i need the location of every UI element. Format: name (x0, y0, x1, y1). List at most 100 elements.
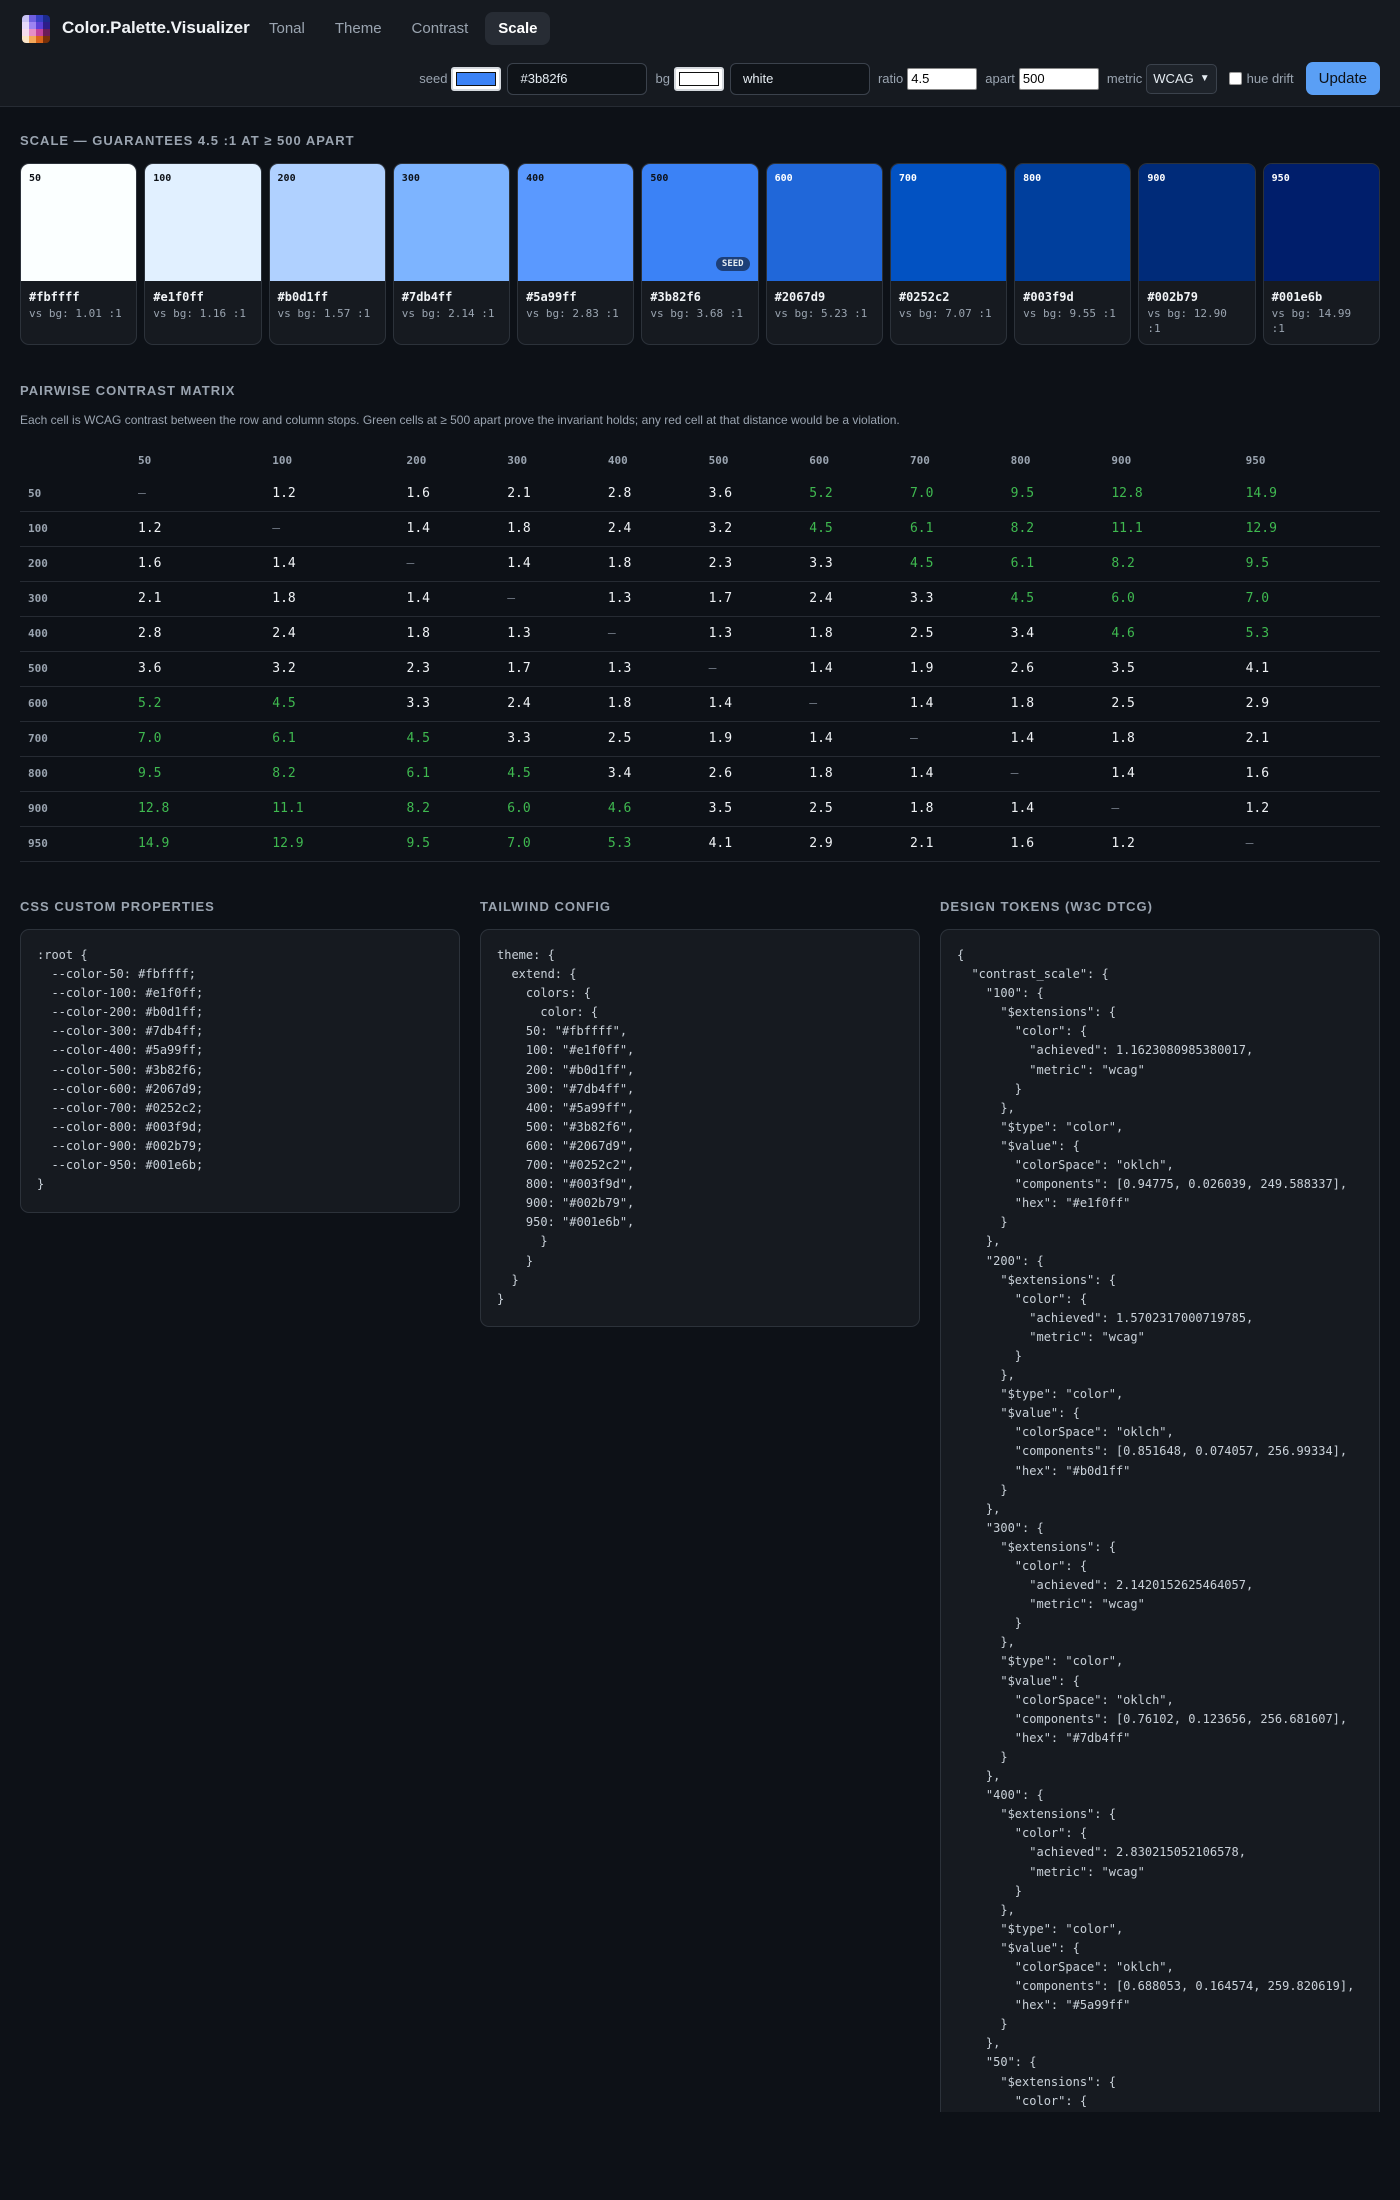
matrix-cell: 2.9 (1245, 686, 1380, 722)
matrix-cell: 1.4 (507, 546, 608, 582)
metric-label: metric (1106, 71, 1143, 86)
seed-color-swatch (456, 71, 497, 86)
scale-card[interactable]: 950 #001e6b vs bg: 14.99 :1 (1262, 163, 1380, 345)
update-button[interactable]: Update (1305, 62, 1380, 95)
stop-label: 900 (1147, 173, 1166, 184)
matrix-cell: 2.4 (607, 511, 709, 547)
tab-scale[interactable]: Scale (485, 12, 551, 45)
matrix-cell: 1.2 (138, 511, 273, 547)
matrix-row-header: 800 (20, 756, 138, 792)
hex-value: #0252c2 (898, 290, 950, 304)
scale-card[interactable]: 50 #fbffff vs bg: 1.01 :1 (20, 163, 138, 345)
matrix-cell: 2.6 (1010, 651, 1112, 687)
color-swatch: 400 (518, 164, 634, 281)
hue-drift-checkbox[interactable] (1228, 72, 1242, 85)
ratio-input[interactable]: 4.5 (907, 67, 978, 90)
scale-card[interactable]: 100 #e1f0ff vs bg: 1.16 :1 (144, 163, 262, 345)
tailwind-section-title: TAILWIND CONFIG (480, 899, 612, 914)
matrix-cell: — (406, 546, 508, 582)
stop-label: 300 (401, 173, 420, 184)
palette-logo-icon (22, 15, 50, 43)
matrix-cell: 4.5 (909, 546, 1011, 582)
contrast-vs-bg: vs bg: 2.83 :1 (526, 307, 619, 320)
hex-value: #5a99ff (526, 290, 577, 304)
stop-label: 200 (277, 173, 296, 184)
matrix-column-header: 300 (507, 453, 528, 467)
bg-color-swatch (678, 71, 719, 86)
metric-select[interactable]: WCAG ▼ (1146, 63, 1217, 94)
seed-badge: SEED (715, 257, 750, 271)
scale-card[interactable]: 300 #7db4ff vs bg: 2.14 :1 (392, 163, 511, 345)
stop-label: 500 (650, 173, 669, 184)
scale-card[interactable]: 600 #2067d9 vs bg: 5.23 :1 (765, 163, 883, 345)
matrix-cell: 2.4 (507, 686, 608, 722)
scale-card[interactable]: 700 #0252c2 vs bg: 7.07 :1 (889, 163, 1008, 345)
seed-color-picker[interactable] (451, 66, 502, 91)
scale-card[interactable]: 200 #b0d1ff vs bg: 1.57 :1 (268, 163, 386, 345)
matrix-cell: 2.5 (809, 791, 910, 827)
stop-label: 100 (153, 173, 172, 184)
matrix-cell: 3.3 (909, 581, 1011, 617)
matrix-row-header: 300 (20, 581, 138, 617)
matrix-cell: 1.4 (406, 511, 508, 547)
matrix-cell: 3.3 (809, 546, 910, 582)
matrix-header-row: 50 100 200 300 400 500 600 700 800 900 950 (20, 444, 1380, 476)
matrix-cell: — (809, 686, 910, 722)
matrix-cell: 1.8 (1010, 686, 1112, 722)
matrix-cell: 11.1 (272, 791, 407, 827)
matrix-row-header: 600 (20, 686, 138, 722)
scale-card[interactable]: 900 #002b79 vs bg: 12.90 :1 (1138, 163, 1256, 345)
seed-hex-input[interactable]: #3b82f6 (507, 62, 648, 95)
hex-value: #001e6b (1271, 290, 1323, 304)
controls-bar: seed #3b82f6 bg white ratio 4.5 apart 50… (419, 62, 1380, 95)
matrix-cell: 2.1 (909, 826, 1011, 862)
matrix-cell: 2.4 (809, 581, 910, 617)
matrix-column-header: 800 (1010, 453, 1031, 467)
bg-input[interactable]: white (729, 62, 870, 95)
matrix-cell: — (1245, 826, 1380, 862)
matrix-cell: 9.5 (138, 756, 273, 792)
matrix-cell: 1.8 (607, 546, 709, 582)
tab-tonal[interactable]: Tonal (269, 20, 305, 37)
matrix-cell: 8.2 (406, 791, 508, 827)
stop-label: 700 (898, 173, 917, 184)
matrix-row: 950 14.9 12.9 9.5 7.0 5.3 4.1 2.9 2.1 1.6 1.2— (20, 826, 1380, 862)
matrix-cell: — (1010, 756, 1112, 792)
color-swatch: 900 (1139, 164, 1255, 281)
main-nav: Tonal Theme Contrast Scale (256, 12, 551, 45)
matrix-cell: 1.8 (406, 616, 508, 652)
matrix-row: 50—1.2 1.6 2.1 2.8 3.6 5.2 7.0 9.5 12.8 14.9 (20, 476, 1380, 512)
matrix-column-header: 600 (809, 453, 830, 467)
matrix-cell: 1.8 (809, 756, 910, 792)
app-title: Color.Palette.Visualizer (62, 18, 250, 37)
matrix-row: 600 5.2 4.5 3.3 2.4 1.8 1.4—1.4 1.8 2.5 2.9 (20, 686, 1380, 722)
matrix-cell: 6.0 (1111, 581, 1246, 617)
matrix-cell: 3.5 (708, 791, 810, 827)
css-code-block[interactable]: :root { --color-50: #fbffff; --color-100… (20, 929, 460, 1213)
apart-input[interactable]: 500 (1018, 67, 1099, 90)
tailwind-code-block[interactable]: theme: { extend: { colors: { color: { 50… (480, 929, 920, 1327)
tab-theme[interactable]: Theme (334, 20, 382, 37)
matrix-cell: 4.5 (809, 511, 910, 547)
matrix-cell: 4.6 (607, 791, 709, 827)
tokens-code-block[interactable]: { "contrast_scale": { "100": { "$extensi… (940, 929, 1380, 2112)
scale-card[interactable]: 400 #5a99ff vs bg: 2.83 :1 (517, 163, 635, 345)
matrix-cell: 2.9 (809, 826, 910, 862)
tab-contrast[interactable]: Contrast (411, 20, 469, 37)
matrix-cell: 3.2 (272, 651, 407, 687)
matrix-cell: 1.9 (909, 651, 1011, 687)
scale-card[interactable]: 500 SEED #3b82f6 vs bg: 3.68 :1 (641, 163, 759, 345)
bg-color-picker[interactable] (673, 66, 724, 91)
matrix-cell: — (607, 616, 709, 652)
matrix-cell: 12.8 (1111, 476, 1246, 512)
matrix-row: 700 7.0 6.1 4.5 3.3 2.5 1.9 1.4—1.4 1.8 2.1 (20, 721, 1380, 757)
matrix-cell: 1.4 (708, 686, 810, 722)
matrix-cell: 8.2 (272, 756, 407, 792)
matrix-cell: 7.0 (909, 476, 1011, 512)
matrix-cell: 2.6 (708, 756, 810, 792)
chevron-down-icon: ▼ (1199, 73, 1210, 84)
matrix-cell: 2.4 (272, 616, 407, 652)
matrix-cell: 1.3 (708, 616, 810, 652)
matrix-cell: 1.8 (507, 511, 608, 547)
scale-card[interactable]: 800 #003f9d vs bg: 9.55 :1 (1014, 163, 1132, 345)
